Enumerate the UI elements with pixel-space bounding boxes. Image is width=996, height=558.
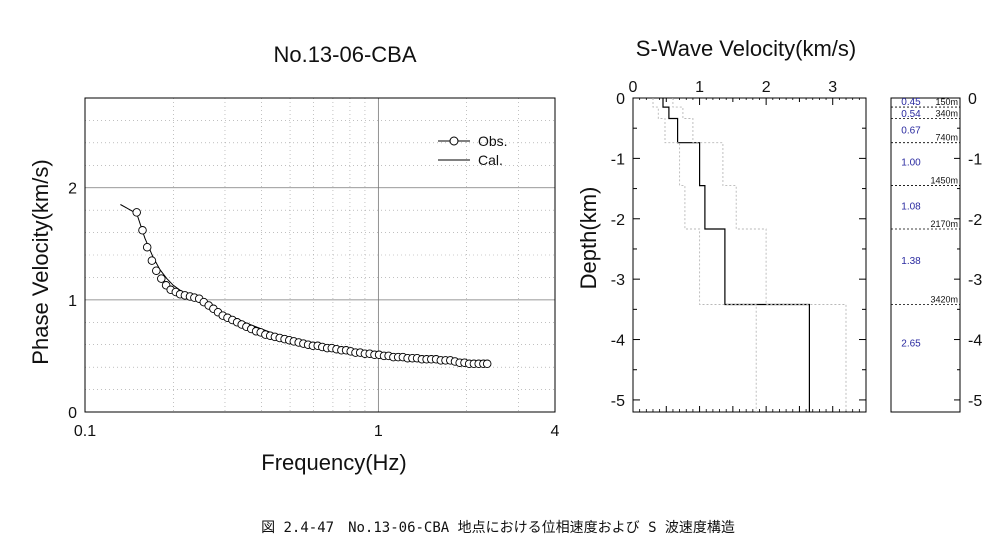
layer-depth-tick-label: -3 bbox=[968, 272, 982, 289]
x-axis-label: Frequency(Hz) bbox=[261, 450, 406, 475]
depth-axis-label: Depth(km) bbox=[576, 187, 601, 290]
layer-depth-tick-label: -5 bbox=[968, 393, 982, 410]
s-wave-series bbox=[652, 98, 847, 412]
layer-boundary-label: 150m bbox=[935, 97, 958, 107]
layer-velocity-label: 2.65 bbox=[901, 339, 921, 350]
phase-velocity-plot-frame bbox=[84, 97, 556, 413]
legend-cal-label: Cal. bbox=[478, 152, 503, 168]
velocity-model-line bbox=[662, 98, 811, 412]
s-wave-ticks: 0 1 2 3 0 -1 -2 -3 -4 -5 bbox=[611, 79, 867, 412]
y-tick-label: 2 bbox=[68, 181, 77, 198]
layer-velocity-label: 1.38 bbox=[901, 256, 921, 267]
depth-tick-label: -4 bbox=[611, 333, 625, 350]
velocity-tick-label: 2 bbox=[762, 79, 771, 96]
legend-obs-label: Obs. bbox=[478, 133, 508, 149]
velocity-bound-line bbox=[672, 98, 847, 412]
depth-tick-label: -2 bbox=[611, 212, 625, 229]
y-tick-label: 0 bbox=[68, 405, 77, 422]
obs-data-point bbox=[147, 256, 157, 265]
velocity-tick-label: 1 bbox=[695, 79, 704, 96]
x-tick-label: 4 bbox=[551, 423, 560, 440]
depth-tick-label: -3 bbox=[611, 272, 625, 289]
s-wave-plot-frame bbox=[632, 97, 867, 413]
velocity-bound-line bbox=[652, 98, 757, 412]
layer-boundary-label: 340m bbox=[935, 109, 958, 119]
phase-velocity-ticks: 0.1 1 4 0 1 2 bbox=[68, 181, 559, 440]
layer-velocity-label: 1.00 bbox=[901, 157, 921, 168]
velocity-tick-label: 3 bbox=[828, 79, 837, 96]
phase-velocity-grid bbox=[85, 98, 555, 412]
layer-boundary-label: 3420m bbox=[930, 295, 958, 305]
s-wave-velocity-chart: S-Wave Velocity(km/s) 0 1 2 3 0 -1 -2 -3 -4 -5 De… bbox=[576, 36, 867, 413]
x-tick-label: 0.1 bbox=[74, 423, 96, 440]
layer-boundary-label: 740m bbox=[935, 133, 958, 143]
layer-depth-tick-label: -4 bbox=[968, 333, 982, 350]
chart-title: S-Wave Velocity(km/s) bbox=[636, 36, 856, 61]
layer-velocity-label: 1.08 bbox=[901, 201, 921, 212]
layer-depth-tick-label: -1 bbox=[968, 151, 982, 168]
depth-tick-label: -1 bbox=[611, 151, 625, 168]
obs-data-point bbox=[152, 266, 161, 275]
chart-title: No.13-06-CBA bbox=[273, 42, 416, 67]
legend: Obs. Cal. bbox=[438, 133, 508, 168]
layer-depth-tick-label: -2 bbox=[968, 212, 982, 229]
obs-data-point bbox=[482, 359, 492, 369]
layer-depth-tick-label: 0 bbox=[968, 91, 977, 108]
layer-boundary-label: 2170m bbox=[930, 219, 958, 229]
layer-boundary-label: 1450m bbox=[930, 176, 958, 186]
layer-table-content: 0 -1 -2 -3 -4 -5 150m 340m 740m 1450m 2170m 3420m 0.… bbox=[891, 91, 982, 410]
x-tick-label: 1 bbox=[374, 423, 383, 440]
phase-velocity-series bbox=[120, 204, 492, 369]
layer-table-frame bbox=[890, 97, 961, 413]
phase-velocity-chart: No.13-06-CBA 0.1 1 4 0 1 2 Frequency(Hz) Phas… bbox=[28, 42, 560, 475]
depth-tick-label: 0 bbox=[616, 91, 625, 108]
layer-velocity-label: 0.67 bbox=[901, 125, 921, 136]
layer-velocity-label: 0.54 bbox=[901, 109, 921, 120]
layer-table: 0 -1 -2 -3 -4 -5 150m 340m 740m 1450m 2170m 3420m 0.… bbox=[890, 91, 982, 413]
figure-caption: 図 2.4-47 No.13-06-CBA 地点における位相速度および S 波速… bbox=[261, 520, 735, 536]
obs-data-point bbox=[138, 226, 147, 235]
obs-data-point bbox=[157, 274, 166, 283]
obs-data-point bbox=[132, 208, 141, 217]
y-tick-label: 1 bbox=[68, 293, 77, 310]
layer-velocity-label: 0.45 bbox=[901, 97, 921, 108]
depth-tick-label: -5 bbox=[611, 393, 625, 410]
obs-data-point bbox=[142, 242, 152, 252]
y-axis-label: Phase Velocity(km/s) bbox=[28, 159, 53, 364]
velocity-tick-label: 0 bbox=[629, 79, 638, 96]
legend-obs-marker bbox=[449, 136, 459, 146]
